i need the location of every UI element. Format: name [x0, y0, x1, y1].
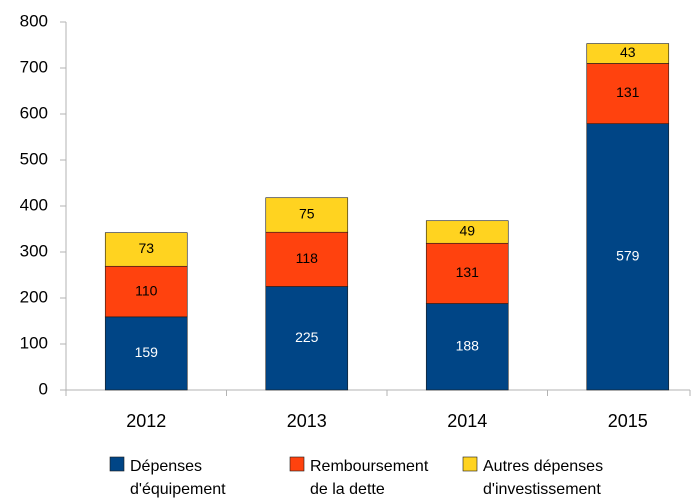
legend-label: Autres dépenses d'investissement	[483, 458, 603, 498]
y-tick-label: 400	[20, 195, 48, 214]
bar-segment	[586, 123, 670, 391]
data-label: 579	[616, 248, 640, 264]
bar-segment	[425, 220, 509, 244]
legend-swatch	[462, 456, 478, 472]
y-tick-label: 600	[20, 103, 48, 122]
y-tick-label: 700	[20, 57, 48, 76]
data-label: 110	[135, 282, 158, 298]
y-tick-label: 200	[20, 287, 48, 306]
x-tick-label: 2013	[287, 411, 327, 431]
data-label: 75	[299, 206, 315, 222]
y-tick-label: 500	[20, 149, 48, 168]
bar-segment	[265, 286, 349, 391]
data-label: 225	[295, 329, 319, 345]
data-label: 73	[138, 240, 154, 256]
data-label: 131	[456, 264, 480, 280]
data-label: 118	[296, 250, 319, 266]
y-tick-label: 100	[20, 333, 48, 352]
bar-segment	[586, 63, 670, 124]
y-tick-label: 0	[39, 379, 48, 398]
bar-segment	[586, 43, 670, 64]
bar-segment	[104, 316, 188, 391]
bar-segment	[104, 232, 188, 267]
bar-segment	[425, 242, 509, 304]
x-tick-label: 2014	[447, 411, 487, 431]
data-label: 159	[135, 344, 159, 360]
bar-segment	[265, 197, 349, 233]
x-tick-label: 2015	[608, 411, 648, 431]
data-label: 43	[620, 44, 636, 60]
legend-swatch	[289, 456, 305, 472]
y-tick-label: 300	[20, 241, 48, 260]
legend-label: Remboursement de la dette	[310, 458, 429, 498]
bar-segment	[104, 265, 188, 318]
data-label: 131	[616, 84, 640, 100]
y-tick-label: 800	[20, 11, 48, 30]
bar-segment	[265, 231, 349, 287]
data-label: 49	[459, 223, 475, 239]
x-tick-label: 2012	[126, 411, 166, 431]
legend-swatch	[109, 456, 125, 472]
bar-segment	[425, 303, 509, 391]
legend-label: Dépenses d'équipement	[130, 458, 226, 498]
data-label: 188	[456, 337, 480, 353]
